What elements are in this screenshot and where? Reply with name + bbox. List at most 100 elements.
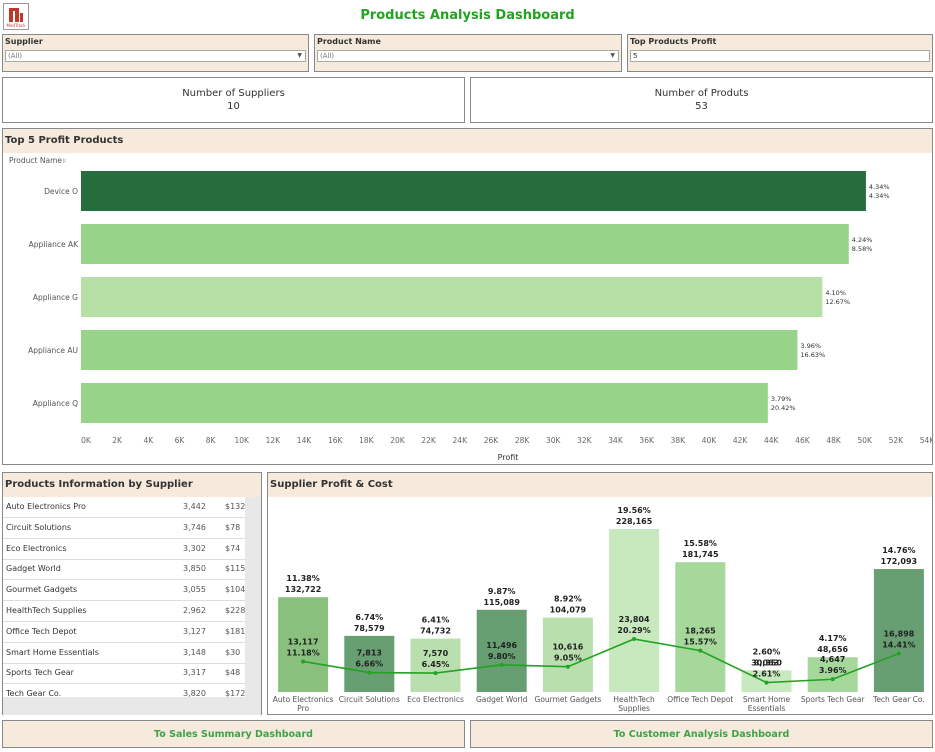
top-products-panel-title: Top 5 Profit Products: [3, 129, 932, 153]
cost-value-label: 3,063: [754, 659, 779, 668]
table-row[interactable]: Circuit Solutions 3,746 $78: [3, 518, 245, 539]
cost-pct-label: 6.66%: [355, 660, 383, 669]
profit-bar[interactable]: [873, 569, 924, 692]
profit-bar[interactable]: [476, 609, 527, 692]
profit-value-label: 104,079: [550, 606, 587, 615]
x-tick-label: 32K: [577, 436, 593, 445]
cost-point[interactable]: [301, 659, 306, 664]
cost-value-label: 4,647: [820, 655, 845, 664]
profit-bar[interactable]: [344, 635, 395, 692]
table-row[interactable]: HealthTech Supplies 2,962 $228: [3, 601, 245, 622]
supplier-dropdown[interactable]: (All) ▼: [5, 50, 306, 62]
quantity-cell: 3,820: [183, 689, 206, 697]
cost-point[interactable]: [565, 664, 570, 669]
supplier-name-cell: HealthTech Supplies: [6, 606, 87, 615]
x-tick-label: 4K: [143, 436, 154, 445]
cost-point[interactable]: [632, 637, 637, 642]
table-row[interactable]: Sports Tech Gear 3,317 $48: [3, 663, 245, 685]
chevron-down-icon[interactable]: ▼: [297, 52, 302, 59]
profit-value-label: 30,350: [751, 658, 782, 667]
cost-pct-label: 9.80%: [488, 652, 516, 661]
kpi-suppliers: Number of Suppliers 10: [2, 77, 465, 123]
table-row[interactable]: Auto Electronics Pro 3,442 $132: [3, 497, 245, 518]
supplier-profit-cost-chart: 11.38% 132,722 13,117 11.18% Auto Electronic…: [273, 506, 925, 713]
cost-point[interactable]: [433, 671, 438, 676]
amount-cell: $115: [225, 564, 245, 574]
x-axis-title: Profit: [498, 453, 519, 462]
cost-point[interactable]: [367, 670, 372, 675]
supplier-name-cell: Gourmet Gadgets: [6, 585, 78, 595]
cost-point[interactable]: [830, 677, 835, 682]
table-row[interactable]: Gourmet Gadgets 3,055 $104: [3, 580, 245, 602]
profit-bar[interactable]: [278, 597, 329, 692]
amount-cell: $104: [225, 585, 245, 595]
x-tick-label: 6K: [175, 436, 186, 445]
supplier-name-cell: Eco Electronics: [6, 543, 67, 553]
table-row[interactable]: Eco Electronics 3,302 $74: [3, 539, 245, 560]
cost-pct-label: 15.57%: [684, 638, 717, 647]
profit-bar[interactable]: [542, 617, 593, 692]
cost-point[interactable]: [499, 662, 504, 667]
cost-value-label: 16,898: [883, 630, 914, 639]
bar-cum-pct-label: 16.63%: [800, 351, 825, 359]
profit-value-label: 74,732: [420, 627, 451, 636]
profit-bar[interactable]: [81, 224, 849, 264]
y-tick-label: Appliance G: [33, 293, 78, 302]
y-tick-label: Appliance AK: [29, 240, 79, 249]
table-row[interactable]: Tech Gear Co. 3,820 $172: [3, 684, 245, 697]
profit-pct-label: 8.92%: [554, 595, 582, 604]
x-tick-label: 22K: [421, 436, 437, 445]
profit-bar[interactable]: [81, 330, 798, 370]
x-tick-label: 40K: [702, 436, 718, 445]
cost-point[interactable]: [896, 651, 901, 656]
profit-value-label: 115,089: [483, 598, 520, 607]
chevron-down-icon[interactable]: ▼: [610, 52, 615, 59]
cost-value-label: 7,570: [423, 649, 449, 658]
table-row[interactable]: Smart Home Essentials 3,148 $30: [3, 643, 245, 664]
x-tick-label: Auto Electronics: [273, 695, 334, 704]
profit-bar[interactable]: [807, 657, 858, 692]
filter-icon[interactable]: ⊧: [63, 157, 67, 165]
x-tick-label: 26K: [484, 436, 500, 445]
table-row[interactable]: Office Tech Depot 3,127 $181: [3, 622, 245, 643]
product-name-dropdown[interactable]: (All) ▼: [317, 50, 619, 62]
x-tick-label: 12K: [266, 436, 282, 445]
cost-point[interactable]: [764, 680, 769, 685]
bar-cum-pct-label: 8.58%: [852, 245, 873, 253]
horizontal-scrollbar[interactable]: [3, 697, 245, 715]
top-products-input[interactable]: 5: [630, 50, 930, 62]
cost-value-label: 10,616: [552, 643, 583, 652]
profit-bar[interactable]: [81, 277, 823, 317]
cost-point[interactable]: [698, 648, 703, 653]
vertical-scrollbar[interactable]: [245, 497, 261, 715]
to-sales-summary-button[interactable]: To Sales Summary Dashboard: [2, 720, 465, 748]
profit-value-label: 228,165: [616, 517, 653, 526]
to-customer-analysis-button[interactable]: To Customer Analysis Dashboard: [470, 720, 933, 748]
profit-bar[interactable]: [81, 171, 866, 211]
cost-pct-label: 6.45%: [422, 660, 450, 669]
table-row[interactable]: Gadget World 3,850 $115: [3, 559, 245, 581]
x-tick-label: 48K: [826, 436, 842, 445]
amount-cell: $48: [225, 668, 241, 678]
profit-bar[interactable]: [81, 383, 768, 423]
y-tick-label: Appliance Q: [33, 399, 78, 408]
filter-product-name: Product Name (All) ▼: [314, 34, 622, 72]
x-tick-label: 44K: [764, 436, 780, 445]
cost-value-label: 11,496: [486, 641, 517, 650]
profit-value-label: 181,745: [682, 550, 719, 559]
profit-bar[interactable]: [609, 529, 660, 692]
bar-pct-label: 3.96%: [800, 342, 821, 350]
profit-value-label: 48,656: [817, 645, 848, 654]
filter-supplier: Supplier (All) ▼: [2, 34, 309, 72]
profit-pct-label: 6.41%: [422, 616, 450, 625]
profit-pct-label: 2.60%: [753, 647, 781, 656]
x-tick-label: 36K: [639, 436, 655, 445]
supplier-profit-cost-panel-title: Supplier Profit & Cost: [268, 473, 932, 497]
supplier-name-cell: Circuit Solutions: [6, 522, 72, 532]
profit-bar[interactable]: [675, 562, 726, 692]
cost-pct-label: 2.61%: [753, 670, 781, 679]
top-products-chart: Product Name ⊧ Device O 4.34%4.34% Applian…: [9, 156, 932, 462]
amount-cell: $228: [225, 606, 245, 615]
profit-bar[interactable]: [410, 638, 461, 692]
supplier-name-cell: Gadget World: [6, 564, 61, 574]
